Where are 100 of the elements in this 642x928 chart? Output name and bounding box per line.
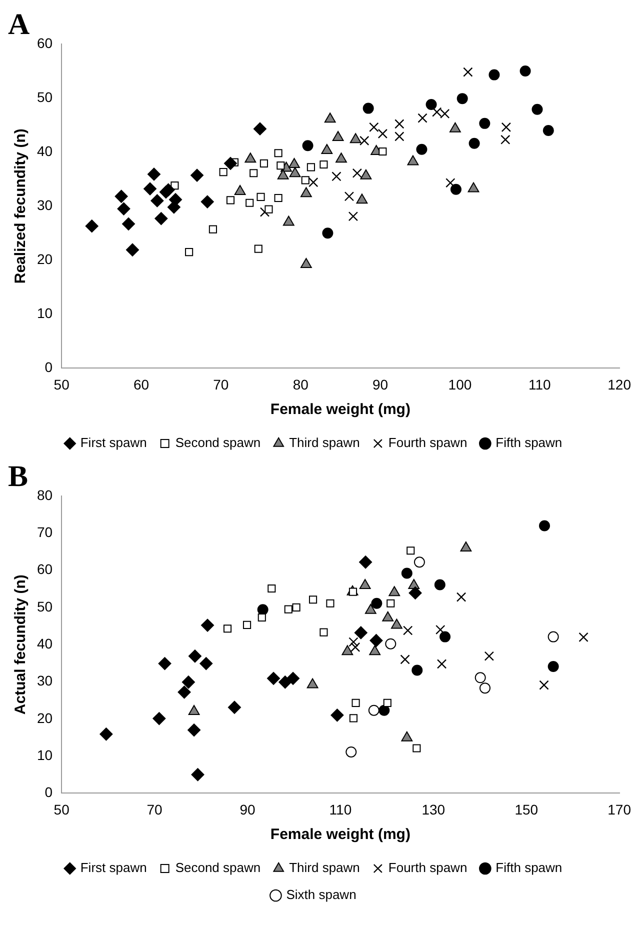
point [539,680,549,690]
point [336,152,347,163]
point [344,192,354,202]
point [300,187,312,198]
y-tick-label: 70 [36,524,53,540]
point [369,645,381,656]
point [385,638,396,650]
point [538,520,550,532]
point [148,168,160,181]
point [364,604,376,614]
point [267,672,280,685]
y-tick-label: 50 [36,598,53,614]
point [332,130,344,141]
x-tick-label: 70 [146,801,163,818]
point [185,248,194,256]
point [322,228,334,239]
y-tick-label: 60 [36,34,53,51]
point [548,661,559,672]
point [288,158,300,168]
point [412,664,423,676]
point [182,676,195,689]
point [432,107,442,117]
point [226,196,235,204]
point [440,108,450,119]
point [191,768,204,782]
point [434,579,446,590]
point [122,217,135,230]
legend-label: First spawn [80,860,147,876]
point [144,182,157,196]
y-tick-label: 30 [36,196,53,213]
point [349,714,358,722]
point [342,645,354,656]
x-tick-label: 100 [448,376,472,392]
point [348,637,358,647]
point [306,678,318,688]
point [100,728,113,741]
x-axis-title: Female weight (mg) [270,401,410,418]
point [246,198,254,207]
point [386,599,395,608]
point [289,167,301,178]
point [463,67,473,77]
point [360,136,370,146]
legend-label: Third spawn [289,435,360,450]
point [356,194,368,204]
point [416,144,428,155]
legend-label: Sixth spawn [286,887,356,902]
point [352,168,362,178]
point [152,712,166,726]
point [114,190,128,203]
point [362,102,374,114]
point [394,132,404,142]
y-tick-label: 30 [36,672,53,689]
point [308,177,318,188]
x-tick-label: 90 [372,376,388,392]
legend-label: Fourth spawn [388,860,468,876]
point [468,138,480,149]
point [578,632,588,642]
point [456,592,466,602]
point [201,618,214,632]
point [286,672,300,685]
point [244,152,256,163]
point [440,631,451,642]
point [150,194,164,208]
point [282,216,294,226]
point [253,122,266,136]
point [449,122,461,132]
point [308,596,318,604]
point [488,69,500,80]
point [388,586,400,596]
point [360,169,372,180]
point [348,588,358,596]
point [390,618,402,629]
point [117,202,130,216]
point [234,185,246,196]
point [474,672,486,684]
legend-label: Fifth spawn [496,860,562,876]
point [378,704,390,716]
chart-title: B [8,460,28,493]
point [520,66,531,77]
point [348,212,358,222]
point [403,626,413,636]
point [352,698,360,707]
point [468,182,480,192]
y-tick-label: 40 [36,635,53,652]
point [548,631,559,642]
y-tick-label: 40 [36,142,53,159]
legend-label: Second spawn [175,860,261,876]
point [408,586,422,600]
point [324,112,336,123]
point [450,184,462,195]
point [219,168,228,176]
point [332,172,342,182]
point [436,624,446,635]
x-tick-label: 170 [608,801,632,818]
point [370,634,383,648]
y-tick-label: 80 [36,486,53,503]
legend-label: Third spawn [289,860,360,876]
point [484,651,494,661]
point [256,192,265,201]
point [400,654,410,664]
